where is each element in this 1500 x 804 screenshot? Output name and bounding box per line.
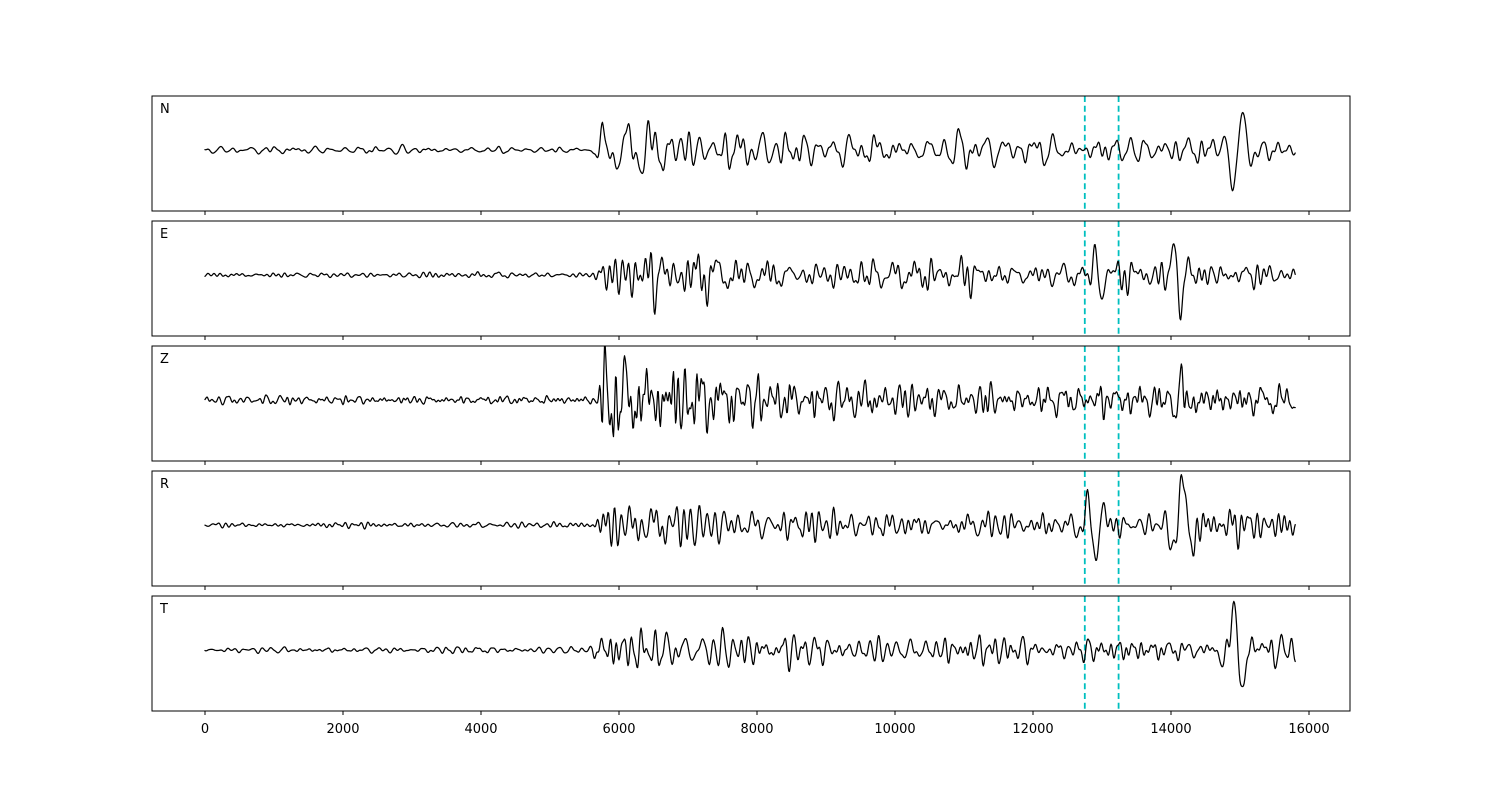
panel-Z: Z: [151, 345, 1351, 465]
x-tick-label: 8000: [740, 722, 773, 737]
panel-frame-R: [151, 470, 1351, 587]
panel-frame-N: [151, 95, 1351, 212]
x-tick-label: 10000: [874, 722, 915, 737]
panel-label-Z: Z: [160, 352, 169, 367]
panel-R: R: [151, 470, 1351, 590]
x-tick-label: 4000: [464, 722, 497, 737]
x-tick-label: 2000: [326, 722, 359, 737]
x-tick-label: 12000: [1012, 722, 1053, 737]
panel-frame-Z: [151, 345, 1351, 462]
panel-label-E: E: [160, 227, 168, 242]
trace-Z: [204, 346, 1296, 438]
panel-T: T: [151, 595, 1351, 715]
x-tick-label: 0: [201, 722, 209, 737]
x-tick-label: 6000: [602, 722, 635, 737]
panel-frame-E: [151, 220, 1351, 337]
x-tick-label: 14000: [1150, 722, 1191, 737]
panel-label-T: T: [159, 602, 168, 617]
trace-T: [204, 600, 1296, 688]
x-tick-label: 16000: [1288, 722, 1329, 737]
trace-R: [204, 474, 1296, 561]
trace-N: [204, 111, 1296, 192]
panel-frame-T: [151, 595, 1351, 712]
panel-label-R: R: [160, 477, 169, 492]
trace-E: [204, 243, 1296, 321]
panel-N: N: [151, 95, 1351, 215]
panel-E: E: [151, 220, 1351, 340]
panel-label-N: N: [160, 102, 170, 117]
